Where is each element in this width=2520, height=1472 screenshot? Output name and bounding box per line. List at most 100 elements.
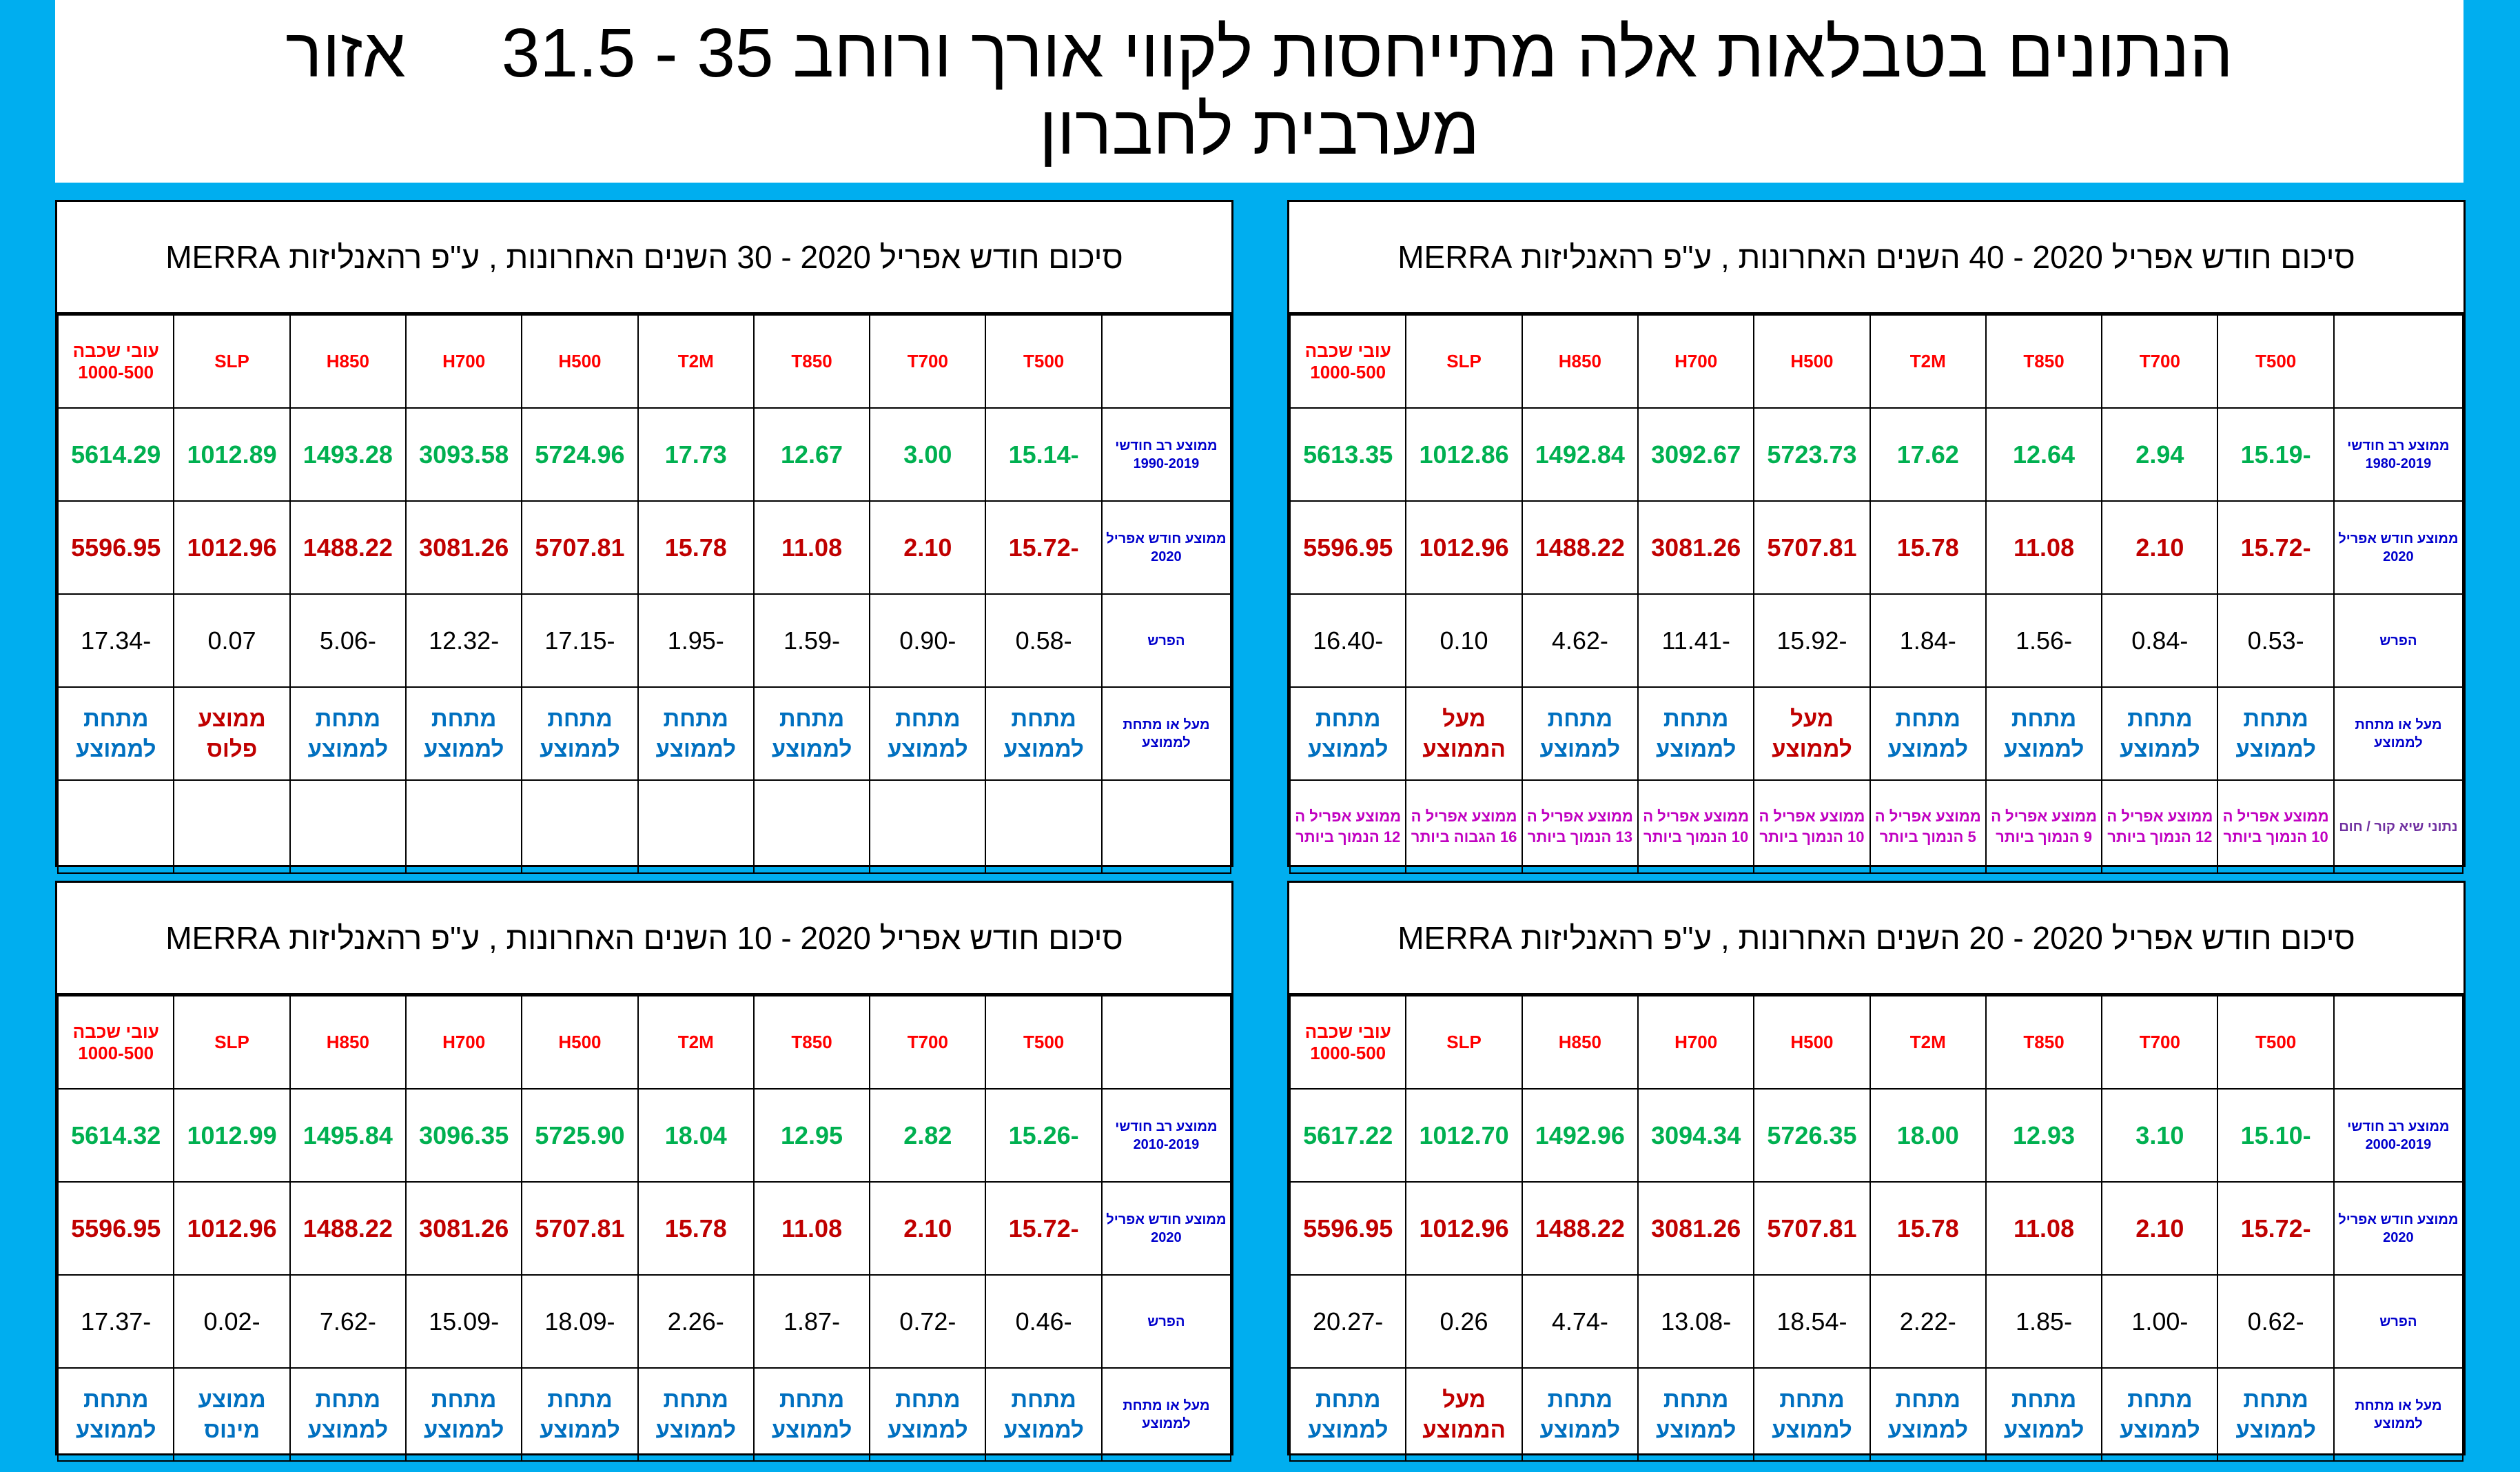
cell-month-avg: -15.72: [2217, 1181, 2335, 1276]
cell-diff: -2.26: [637, 1274, 755, 1369]
cell-record: ממוצע אפריל ה 12 הנמוך ביותר: [2101, 779, 2219, 874]
cell-diff: -12.32: [404, 593, 523, 688]
cell-diff: -17.15: [521, 593, 639, 688]
summary-table: T500 T700 T850 T2M H500 H700 H850 SLP עובי שכבה …: [57, 314, 1232, 874]
cell-month-avg: 1012.96: [1405, 1181, 1523, 1276]
cell-status: מתחת לממוצע: [869, 686, 987, 781]
column-header: SLP: [173, 314, 291, 409]
cell-longterm-avg: -15.26: [985, 1088, 1103, 1183]
cell-diff: -1.85: [1985, 1274, 2103, 1369]
row-label-longterm-avg: ממוצע רב חודשי 1980-2019: [2333, 407, 2464, 502]
row-diff: הפרש -0.58 -0.90 -1.59 -1.95 -17.15 -12.32 -5.0…: [57, 593, 1232, 688]
cell-longterm-avg: 12.67: [752, 407, 871, 502]
cell-month-avg: 15.78: [637, 1181, 755, 1276]
row-diff: הפרש -0.62 -1.00 -1.85 -2.22 -18.54 -13.08 -4.7…: [1289, 1274, 2464, 1369]
cell-status: מתחת לממוצע: [1753, 1367, 1871, 1462]
cell-status: מתחת לממוצע: [1521, 1367, 1639, 1462]
cell-longterm-avg: 5725.90: [521, 1088, 639, 1183]
cell-status: מתחת לממוצע: [869, 1367, 987, 1462]
row-label-diff: הפרש: [2333, 593, 2464, 688]
cell-month-avg: 11.08: [1985, 1181, 2103, 1276]
cell-status: ממוצע פלוס: [173, 686, 291, 781]
column-header: T500: [985, 314, 1103, 409]
cell-diff: -17.34: [57, 593, 175, 688]
column-header: H500: [521, 314, 639, 409]
row-month-avg: ממוצע חודש אפריל 2020 -15.72 2.10 11.08 15.7…: [1289, 1181, 2464, 1276]
cell-diff: -4.74: [1521, 1274, 1639, 1369]
row-label-diff: הפרש: [1100, 593, 1232, 688]
column-header: H500: [1753, 995, 1871, 1090]
corner-cell: [1100, 314, 1232, 409]
cell-longterm-avg: 3.10: [2101, 1088, 2219, 1183]
column-header: H850: [1521, 995, 1639, 1090]
column-header: T500: [2217, 314, 2335, 409]
cell-record: [752, 779, 871, 874]
cell-status: ממוצע מינוס: [173, 1367, 291, 1462]
cell-diff: -0.58: [985, 593, 1103, 688]
cell-month-avg: 2.10: [869, 1181, 987, 1276]
cell-longterm-avg: 5617.22: [1289, 1088, 1407, 1183]
cell-status: מתחת לממוצע: [1985, 1367, 2103, 1462]
panel-40-years: סיכום חודש אפריל 2020 - 40 השנים האחרונו…: [1287, 200, 2466, 874]
cell-month-avg: 3081.26: [1637, 500, 1755, 595]
cell-diff: -17.37: [57, 1274, 175, 1369]
cell-month-avg: 5707.81: [1753, 500, 1871, 595]
column-header: H700: [404, 314, 523, 409]
cell-record: ממוצע אפריל ה 9 הנמוך ביותר: [1985, 779, 2103, 874]
cell-status: מתחת לממוצע: [2217, 1367, 2335, 1462]
column-header: T700: [2101, 995, 2219, 1090]
cell-longterm-avg: 12.64: [1985, 407, 2103, 502]
cell-month-avg: 5707.81: [521, 1181, 639, 1276]
row-label-month-avg: ממוצע חודש אפריל 2020: [1100, 1181, 1232, 1276]
row-label-longterm-avg: ממוצע רב חודשי 2000-2019: [2333, 1088, 2464, 1183]
cell-status: מתחת לממוצע: [2101, 686, 2219, 781]
cell-record: [985, 779, 1103, 874]
panel-title: סיכום חודש אפריל 2020 - 10 השנים האחרונו…: [57, 883, 1231, 995]
cell-longterm-avg: 5723.73: [1753, 407, 1871, 502]
column-header: T500: [985, 995, 1103, 1090]
cell-longterm-avg: -15.19: [2217, 407, 2335, 502]
cell-diff: -15.09: [404, 1274, 523, 1369]
cell-longterm-avg: 18.00: [1869, 1088, 1987, 1183]
column-header: SLP: [173, 995, 291, 1090]
cell-record: [57, 779, 175, 874]
cell-status: מתחת לממוצע: [404, 1367, 523, 1462]
row-diff: הפרש -0.53 -0.84 -1.56 -1.84 -15.92 -11.41 -4.6…: [1289, 593, 2464, 688]
panel-title: סיכום חודש אפריל 2020 - 30 השנים האחרונו…: [57, 202, 1231, 314]
cell-diff: -0.90: [869, 593, 987, 688]
cell-diff: -0.62: [2217, 1274, 2335, 1369]
row-label-month-avg: ממוצע חודש אפריל 2020: [2333, 1181, 2464, 1276]
column-header-row: T500 T700 T850 T2M H500 H700 H850 SLP עובי שכבה …: [1289, 314, 2464, 409]
cell-record: ממוצע אפריל ה 13 הנמוך ביותר: [1521, 779, 1639, 874]
cell-status: מתחת לממוצע: [1869, 686, 1987, 781]
cell-diff: -0.53: [2217, 593, 2335, 688]
cell-month-avg: -15.72: [985, 500, 1103, 595]
cell-diff: 0.07: [173, 593, 291, 688]
cell-status: מתחת לממוצע: [1289, 686, 1407, 781]
cell-longterm-avg: 1492.84: [1521, 407, 1639, 502]
cell-diff: -18.09: [521, 1274, 639, 1369]
column-header: T2M: [637, 995, 755, 1090]
cell-longterm-avg: 2.94: [2101, 407, 2219, 502]
cell-longterm-avg: 5613.35: [1289, 407, 1407, 502]
cell-record: [869, 779, 987, 874]
row-status: מעל או מתחת לממוצע מתחת לממוצע מתחת לממוצע…: [57, 686, 1232, 781]
cell-status: מתחת לממוצע: [2217, 686, 2335, 781]
cell-longterm-avg: 17.62: [1869, 407, 1987, 502]
cell-diff: -5.06: [289, 593, 407, 688]
cell-diff: -1.56: [1985, 593, 2103, 688]
corner-cell: [2333, 314, 2464, 409]
cell-diff: -1.59: [752, 593, 871, 688]
cell-longterm-avg: 3096.35: [404, 1088, 523, 1183]
cell-diff: 0.10: [1405, 593, 1523, 688]
summary-table: T500 T700 T850 T2M H500 H700 H850 SLP עובי שכבה …: [1289, 995, 2464, 1462]
column-header: H700: [1637, 314, 1755, 409]
cell-record: [521, 779, 639, 874]
cell-longterm-avg: 3094.34: [1637, 1088, 1755, 1183]
column-header: T2M: [1869, 995, 1987, 1090]
cell-longterm-avg: 3093.58: [404, 407, 523, 502]
cell-status: מתחת לממוצע: [521, 686, 639, 781]
cell-record: ממוצע אפריל ה 10 הנמוך ביותר: [1753, 779, 1871, 874]
column-header: SLP: [1405, 995, 1523, 1090]
row-records: [57, 779, 1232, 874]
